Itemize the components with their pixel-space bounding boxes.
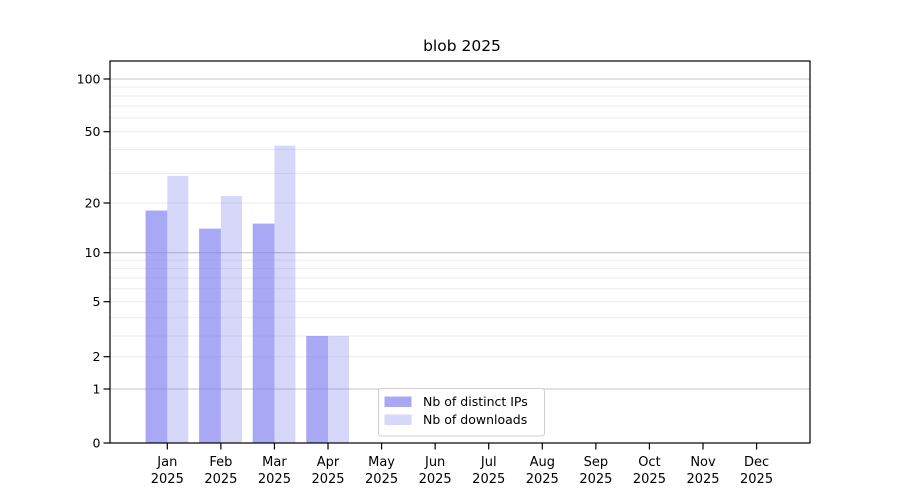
y-tick-label: 2 [93,349,101,364]
bar [274,145,296,444]
legend-swatch [384,396,412,407]
x-tick-label-month: Jun [424,455,445,470]
x-tick-label-month: Feb [209,455,232,470]
y-tick-label: 50 [85,124,101,139]
chart-title: blob 2025 [423,37,501,55]
x-tick-label-year: 2025 [526,472,559,487]
x-tick-label-month: Aug [530,455,555,470]
legend: Nb of distinct IPs Nb of downloads [378,388,545,437]
x-tick-label-year: 2025 [365,472,398,487]
axes [103,60,811,450]
axis-labels: 0 1 2 5 10 20 50 100 Jan 2025 Feb 2025 Mar 2025 Apr 202… [77,71,773,487]
bar [252,223,275,443]
y-tick-label: 5 [93,294,101,309]
x-tick-label-month: Sep [584,455,609,470]
x-tick-label-month: Jul [480,455,497,470]
bar [145,210,168,443]
x-tick-label-month: Jan [156,455,177,470]
x-tick-label-month: Nov [690,455,716,470]
bar [199,228,221,443]
x-tick-label-year: 2025 [419,472,452,487]
x-tick-label-year: 2025 [472,472,505,487]
x-tick-label-year: 2025 [686,472,719,487]
y-tick-label: 10 [85,245,101,260]
bars [145,145,350,444]
x-tick-label-month: Mar [262,455,287,470]
x-tick-label-year: 2025 [311,472,344,487]
bar [328,336,350,443]
x-tick-label-year: 2025 [740,472,773,487]
x-tick-label-year: 2025 [633,472,666,487]
x-tick-label-year: 2025 [204,472,237,487]
x-tick-label-month: Dec [744,455,769,470]
bar [220,196,242,443]
x-tick-label-year: 2025 [151,472,184,487]
plot-border [109,60,811,444]
legend-entry-label: Nb of distinct IPs [423,394,528,409]
y-tick-label: 1 [93,381,101,396]
legend-swatch [384,414,412,425]
bar [167,175,189,443]
bar [306,336,329,443]
legend-entry-label: Nb of downloads [423,412,527,427]
y-tick-label: 100 [77,71,101,86]
x-tick-label-month: Oct [638,455,660,470]
legend-box [378,388,545,437]
x-tick-label-year: 2025 [258,472,291,487]
y-tick-label: 20 [85,195,101,210]
x-tick-label-month: Apr [317,455,340,470]
x-tick-label-year: 2025 [579,472,612,487]
y-tick-label: 0 [93,435,101,450]
x-tick-label-month: May [368,455,395,470]
